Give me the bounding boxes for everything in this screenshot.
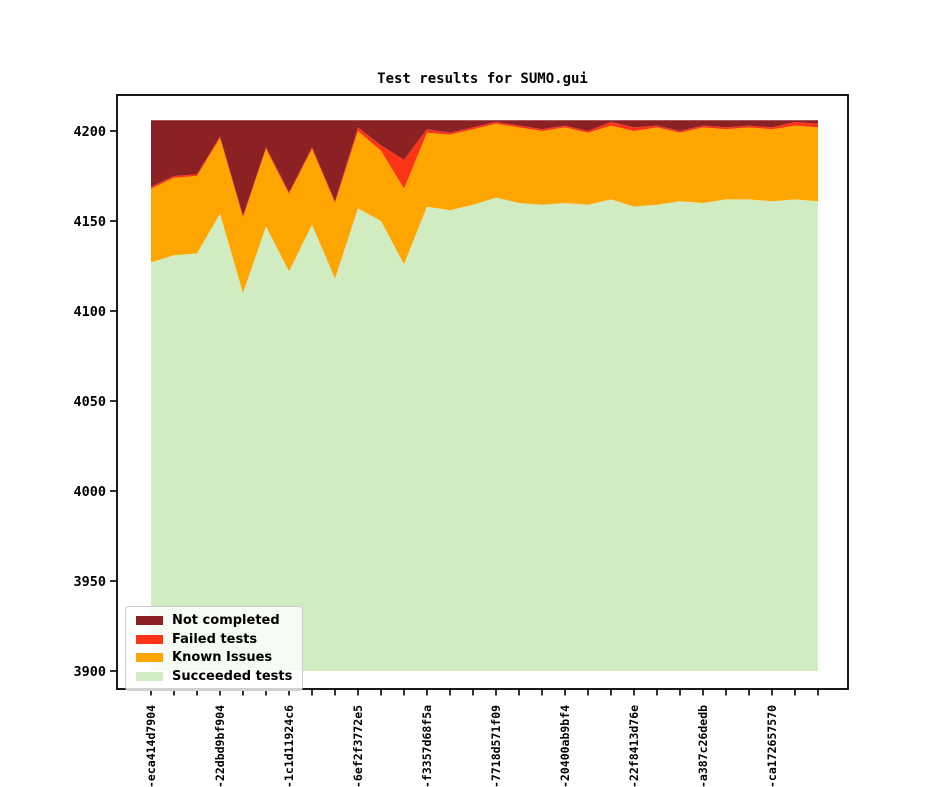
legend-item-succeeded-tests: Succeeded tests: [136, 670, 292, 683]
legend-item-not-completed: Not completed: [136, 614, 292, 627]
legend-swatch-failed-tests: [136, 634, 163, 644]
legend-label: Not completed: [172, 613, 280, 628]
x-tick-label: -eca414d7904: [144, 705, 158, 787]
y-tick-label: 4050: [73, 394, 106, 410]
legend-label: Succeeded tests: [172, 668, 293, 684]
legend-swatch-not-completed: [136, 616, 163, 625]
legend-label: Failed tests: [172, 631, 258, 647]
plot-border: [116, 94, 849, 690]
area-not-completed: [151, 120, 818, 216]
y-tick-label: 4150: [73, 214, 106, 230]
area-known-issues: [151, 123, 818, 293]
legend-swatch-succeeded-tests: [136, 671, 163, 681]
x-tick-label: -6ef2f3772e5: [351, 705, 365, 787]
legend: Not completed Failed tests Known Issues Suc…: [125, 606, 303, 691]
y-tick-label: 3900: [73, 664, 106, 680]
legend-label: Known Issues: [172, 650, 273, 666]
x-tick-label: -a387c26dedb: [696, 705, 710, 787]
legend-item-known-issues: Known Issues: [136, 651, 292, 664]
x-tick-label: -ca172657570: [765, 705, 779, 787]
legend-swatch-known-issues: [136, 653, 163, 663]
y-tick-label: 4000: [73, 484, 106, 500]
legend-item-failed-tests: Failed tests: [136, 633, 292, 646]
x-tick-label: -f3357d68f5a: [420, 705, 434, 787]
chart-title: Test results for SUMO.gui: [377, 71, 588, 87]
x-tick-label: -1c1d11924c6: [282, 705, 296, 787]
y-tick-label: 4200: [73, 124, 106, 140]
y-tick-label: 3950: [73, 574, 106, 590]
x-tick-label: -7718d571f09: [489, 705, 503, 787]
x-tick-label: -22f8413d76e: [627, 705, 641, 787]
x-tick-label: -22dbd9bf904: [213, 705, 227, 787]
area-succeeded-tests: [151, 197, 818, 671]
x-tick-label: -20400ab9bf4: [558, 705, 572, 787]
y-tick-label: 4100: [73, 304, 106, 320]
